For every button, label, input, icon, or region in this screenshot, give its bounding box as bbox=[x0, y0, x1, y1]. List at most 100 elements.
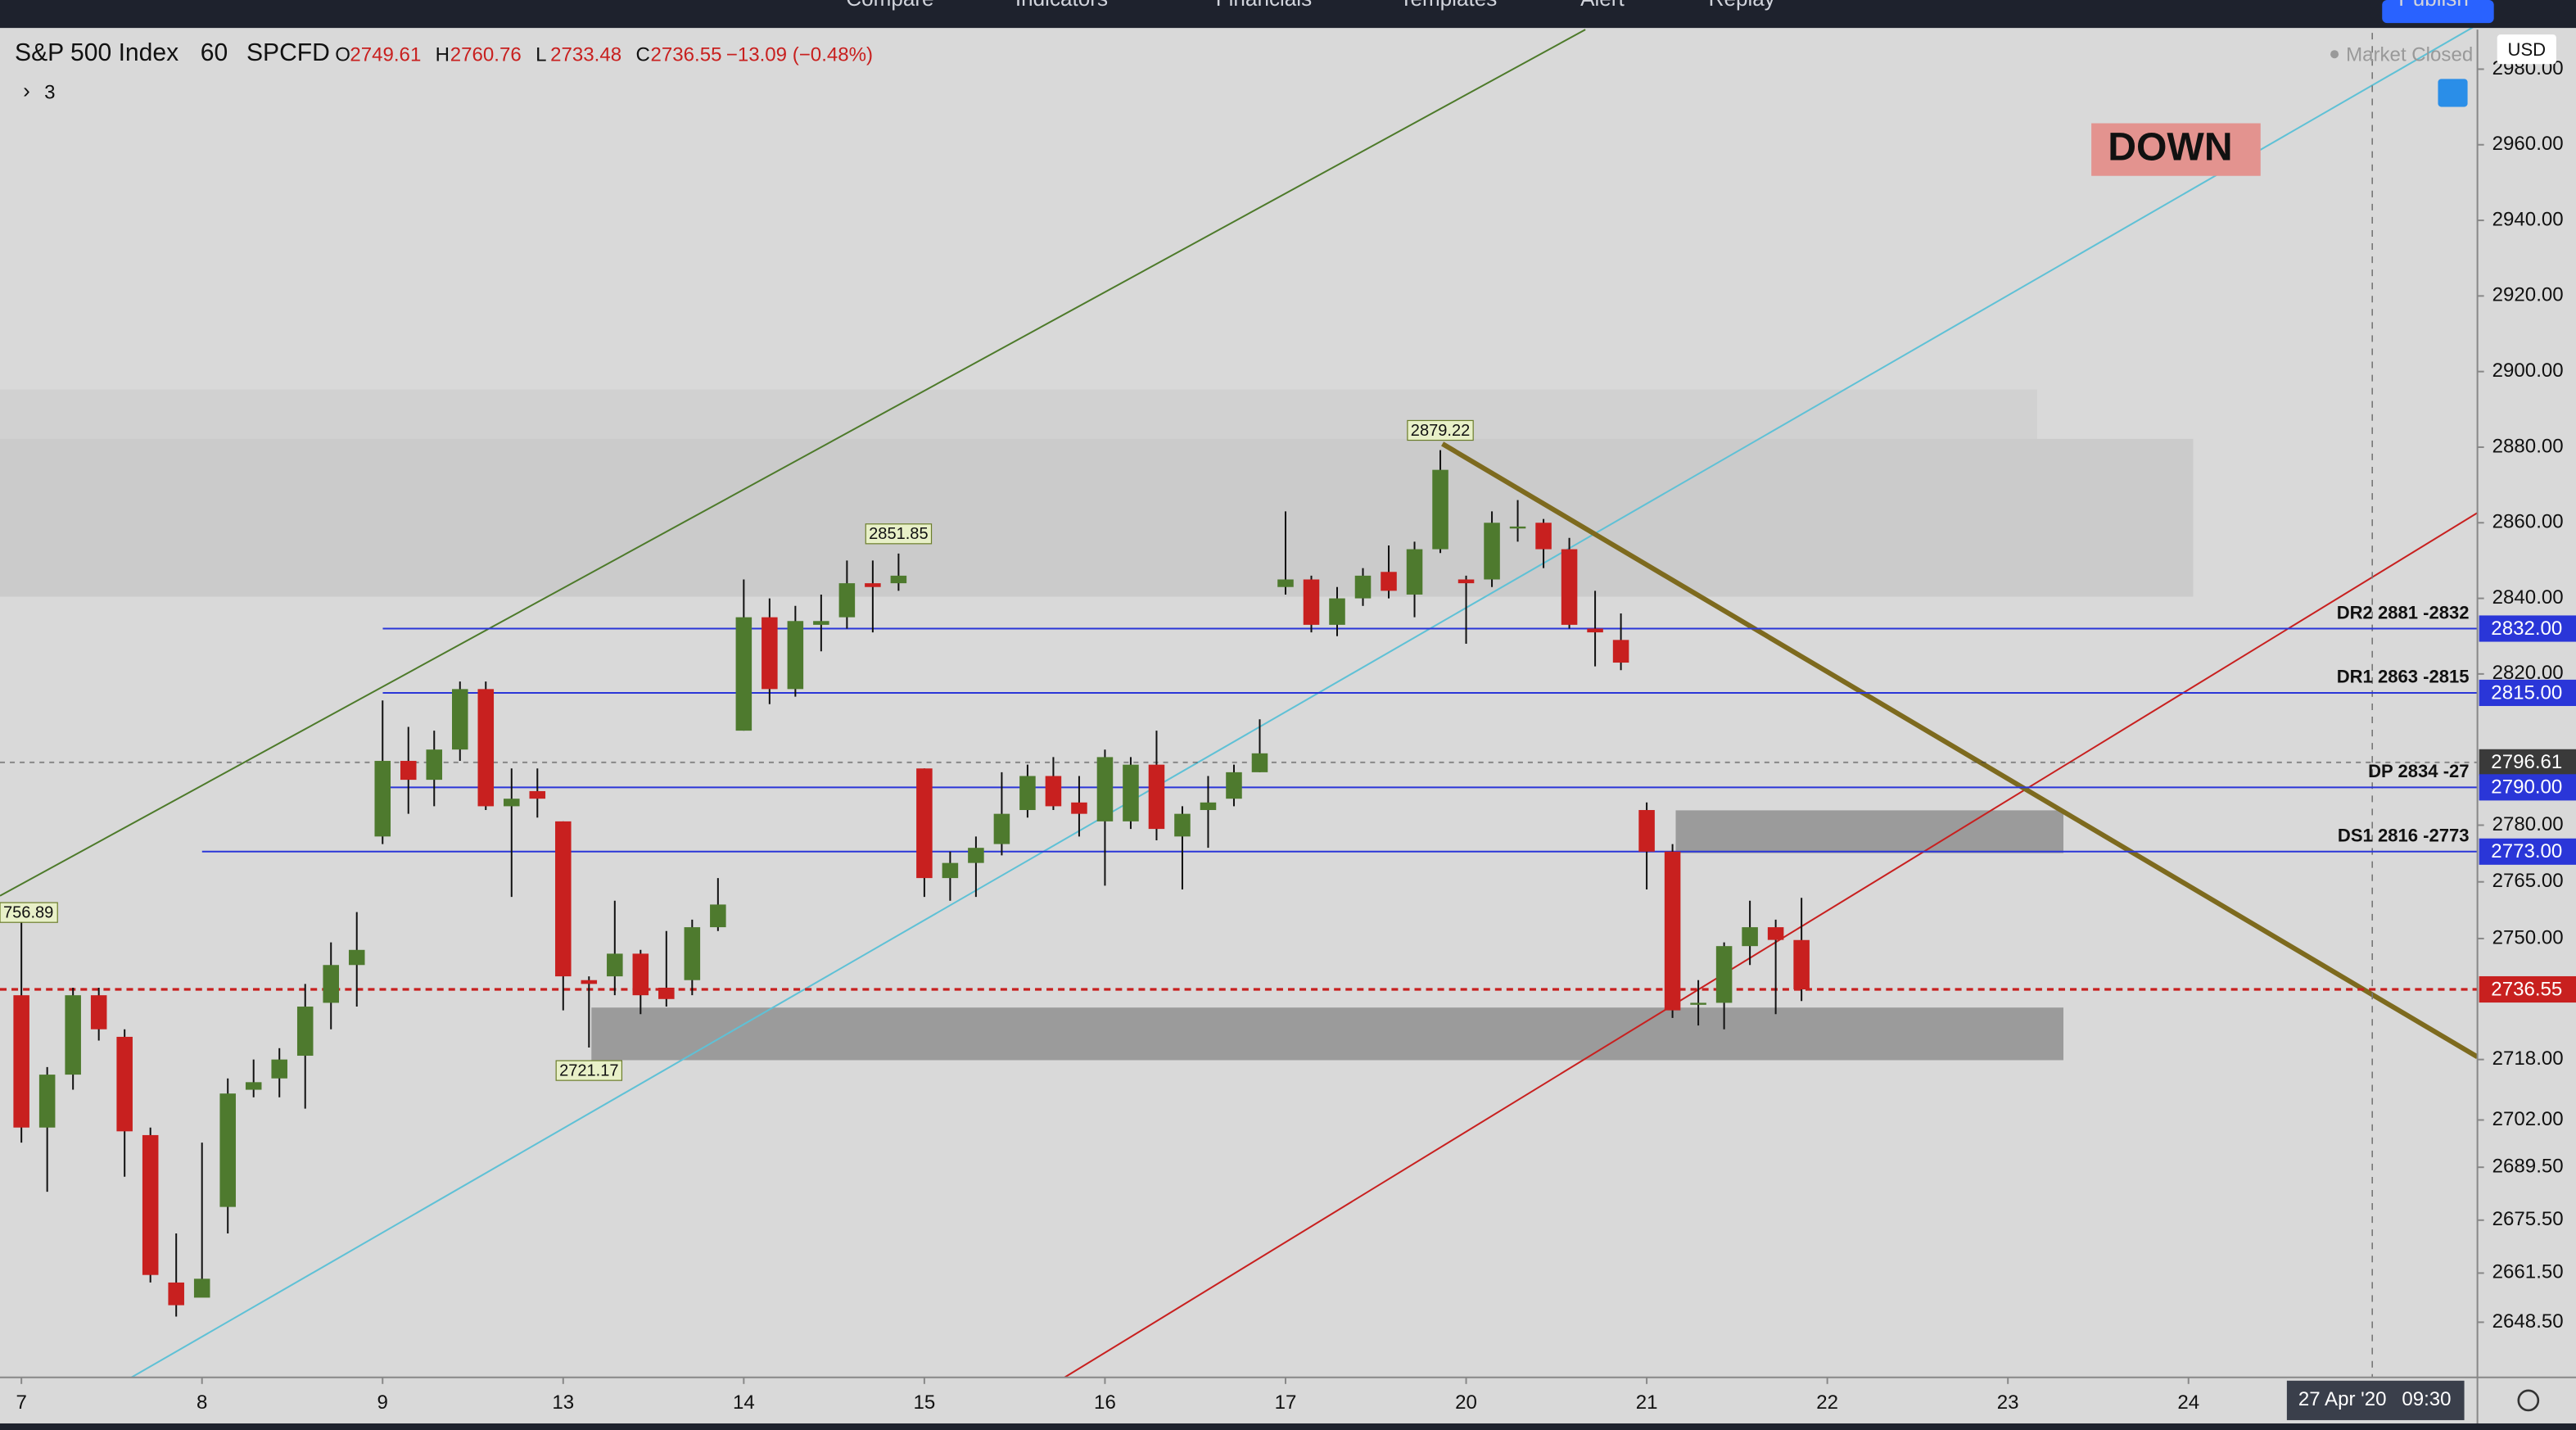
chevron[interactable]: › bbox=[23, 78, 30, 102]
candle-body bbox=[504, 799, 520, 807]
candle-body bbox=[142, 1134, 159, 1275]
candle-body bbox=[323, 965, 340, 1003]
x-tick-label: 7 bbox=[16, 1392, 26, 1414]
candle-body bbox=[90, 995, 107, 1030]
extreme-tag bbox=[865, 523, 933, 545]
change: −13.09 (−0.48%) bbox=[726, 44, 873, 66]
candle-body bbox=[1200, 802, 1217, 811]
time-tag-date: 27 Apr '20 bbox=[2298, 1388, 2387, 1410]
y-tick-label: 2960.00 bbox=[2492, 133, 2564, 155]
candle-body bbox=[1303, 579, 1320, 625]
candle-body bbox=[13, 995, 29, 1128]
price-tag bbox=[2479, 838, 2576, 865]
y-tick-label: 2920.00 bbox=[2492, 284, 2564, 306]
y-tick-label: 2718.00 bbox=[2492, 1048, 2564, 1070]
price-tag bbox=[2479, 679, 2576, 707]
candle-body bbox=[1226, 772, 1242, 799]
candle-body bbox=[452, 689, 468, 750]
candle-body bbox=[1587, 628, 1603, 633]
x-tick-label: 24 bbox=[2177, 1392, 2199, 1414]
x-tick-label: 21 bbox=[1636, 1392, 1658, 1414]
candle-body bbox=[1071, 802, 1087, 814]
ohlc-value: 2736.55 bbox=[651, 44, 722, 66]
price-axis bbox=[2477, 29, 2576, 1423]
zone bbox=[591, 1007, 2064, 1061]
toolbar-item[interactable]: Publish bbox=[2398, 0, 2469, 11]
symbol: S&P 500 Index bbox=[15, 39, 179, 66]
level-text: DR1 2863 -2815 bbox=[2337, 667, 2470, 687]
price-tag bbox=[2479, 774, 2576, 801]
ohlc-value: 2733.48 bbox=[550, 44, 621, 66]
toolbar-item[interactable]: Indicators bbox=[1015, 0, 1108, 11]
auto-scale-button[interactable] bbox=[2438, 79, 2468, 107]
candle-body bbox=[529, 790, 546, 799]
candle-body bbox=[1742, 927, 1758, 947]
toolbar-item[interactable]: Templates bbox=[1399, 0, 1497, 11]
x-tick-label: 13 bbox=[552, 1392, 574, 1414]
time-tag-time: 09:30 bbox=[2402, 1388, 2451, 1410]
candle-body bbox=[1664, 851, 1681, 1011]
x-tick-label: 9 bbox=[377, 1392, 388, 1414]
candle-body bbox=[968, 848, 984, 863]
y-tick-label: 2675.50 bbox=[2492, 1208, 2564, 1230]
trend-line bbox=[1441, 441, 2479, 1060]
toolbar-item[interactable]: Compare bbox=[846, 0, 933, 11]
extreme-label: 756.89 bbox=[3, 903, 53, 921]
ohlc-letter: C bbox=[635, 44, 649, 66]
toolbar-item[interactable]: Alert bbox=[1580, 0, 1625, 11]
price-tags: 2832.00 2815.00 2796.61 2790.00 2773.00 2736.… bbox=[2479, 615, 2576, 1003]
toolbar-item[interactable]: Financials bbox=[1216, 0, 1312, 11]
y-tick-label: 2860.00 bbox=[2492, 511, 2564, 533]
level-text: DS1 2816 -2773 bbox=[2338, 826, 2470, 846]
ohlc-letter: O bbox=[335, 44, 350, 66]
y-tick-label: 2689.50 bbox=[2492, 1156, 2564, 1178]
candle-body bbox=[1148, 764, 1165, 830]
zone bbox=[0, 438, 2194, 597]
currency-box[interactable] bbox=[2497, 34, 2556, 65]
candle-body bbox=[65, 995, 81, 1075]
candle-body bbox=[890, 575, 907, 584]
candle-body bbox=[477, 689, 495, 807]
candle-body bbox=[296, 1007, 314, 1057]
candle-body bbox=[1096, 757, 1114, 821]
candle-body bbox=[916, 768, 933, 879]
candle-body bbox=[865, 583, 881, 587]
candle-body bbox=[607, 953, 623, 977]
axes: 2980.002960.002940.002920.002900.002880.… bbox=[16, 57, 2563, 1414]
bottom-bar bbox=[0, 1423, 2576, 1430]
candle-body bbox=[710, 904, 726, 928]
price-tag-label: 2773.00 bbox=[2491, 840, 2562, 862]
candle-body bbox=[348, 949, 365, 966]
extreme-label: 2721.17 bbox=[559, 1061, 618, 1079]
candle-body bbox=[1638, 810, 1655, 852]
level-text: DR2 2881 -2832 bbox=[2337, 602, 2470, 622]
candle-body bbox=[1123, 764, 1139, 821]
trend-line bbox=[0, 29, 1586, 897]
x-tick-label: 8 bbox=[197, 1392, 207, 1414]
candle-body bbox=[400, 761, 417, 781]
price-tag bbox=[2479, 749, 2576, 776]
signal: DOWN bbox=[2108, 124, 2232, 169]
candle-body bbox=[1277, 579, 1294, 587]
candle-body bbox=[116, 1036, 133, 1132]
candle-body bbox=[632, 953, 649, 996]
candle-body bbox=[193, 1278, 210, 1298]
candle-body bbox=[1354, 575, 1372, 599]
toolbar-item[interactable]: Replay bbox=[1709, 0, 1775, 11]
candle-body bbox=[838, 583, 856, 618]
y-tick-label: 2648.50 bbox=[2492, 1310, 2564, 1333]
indicator-count[interactable]: 3 bbox=[44, 82, 55, 104]
x-tick-label: 15 bbox=[914, 1392, 936, 1414]
settings-icon[interactable] bbox=[2517, 1389, 2540, 1412]
extreme-label: 2851.85 bbox=[869, 525, 928, 543]
candle-body bbox=[219, 1093, 236, 1207]
publish-button[interactable] bbox=[2382, 0, 2494, 24]
extreme-tag bbox=[555, 1060, 623, 1081]
zone bbox=[1675, 810, 2064, 853]
ohlc-letter: L bbox=[536, 44, 546, 66]
y-tick-label: 2840.00 bbox=[2492, 586, 2564, 609]
candle-body bbox=[684, 927, 701, 980]
candle-body bbox=[38, 1075, 56, 1128]
candle-body bbox=[1690, 1002, 1706, 1005]
